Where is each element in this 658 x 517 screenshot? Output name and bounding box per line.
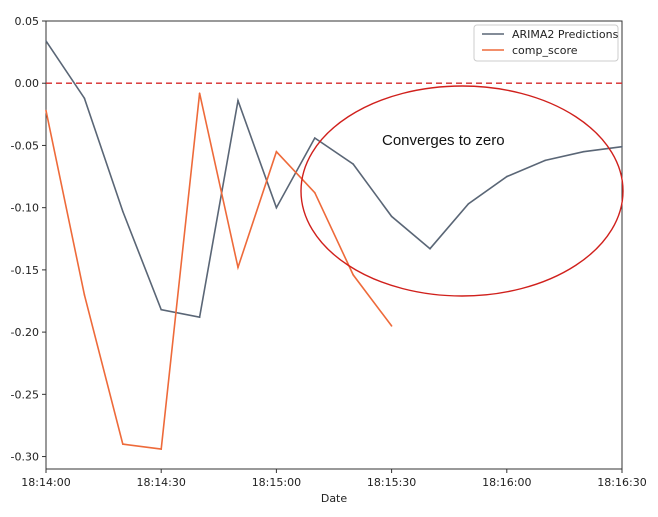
data-point-comp-score xyxy=(237,266,239,269)
data-point-arima2-predictions xyxy=(429,247,431,250)
series-group xyxy=(45,40,623,450)
x-tick-label: 18:15:30 xyxy=(367,476,416,489)
data-point-arima2-predictions xyxy=(45,40,47,42)
y-tick-label: -0.30 xyxy=(11,451,39,464)
data-point-comp-score xyxy=(275,150,278,153)
tick-group: 18:14:00 18:14:30 18:15:00 18:15:30 18:16:00… xyxy=(11,15,647,489)
y-tick-label: -0.10 xyxy=(11,202,39,215)
x-tick-label: 18:15:00 xyxy=(252,476,301,489)
x-tick-label: 18:14:00 xyxy=(21,476,70,489)
x-tick-label: 18:16:00 xyxy=(482,476,531,489)
annotation: Converges to zero xyxy=(300,85,624,297)
data-point-comp-score xyxy=(45,109,47,112)
legend-box xyxy=(473,24,619,62)
data-point-comp-score xyxy=(314,191,316,194)
x-axis-label: Date xyxy=(321,492,348,505)
series-line-arima2-predictions xyxy=(45,40,623,319)
y-tick-label: -0.05 xyxy=(11,139,39,152)
data-point-arima2-predictions xyxy=(467,203,470,205)
data-point-arima2-predictions xyxy=(198,316,201,319)
legend: ARIMA2 Predictions comp_score xyxy=(473,24,619,62)
x-tick-label: 18:16:30 xyxy=(597,476,646,489)
data-point-arima2-predictions xyxy=(621,145,623,148)
data-point-comp-score xyxy=(198,92,201,94)
data-point-arima2-predictions xyxy=(160,308,162,311)
data-point-arima2-predictions xyxy=(275,206,278,209)
data-point-comp-score xyxy=(160,448,162,450)
y-tick-label: -0.15 xyxy=(11,264,39,277)
annotation-text: Converges to zero xyxy=(382,132,505,149)
data-point-arima2-predictions xyxy=(352,163,355,165)
data-point-arima2-predictions xyxy=(83,97,86,99)
series-line-comp-score xyxy=(45,93,393,450)
annotation-ellipse xyxy=(300,85,624,297)
x-tick-label: 18:14:30 xyxy=(136,476,185,489)
data-point-comp-score xyxy=(390,325,393,327)
y-tick-label: -0.20 xyxy=(11,326,39,339)
data-point-comp-score xyxy=(83,294,86,296)
data-point-arima2-predictions xyxy=(390,215,393,218)
data-point-arima2-predictions xyxy=(314,137,316,139)
data-point-comp-score xyxy=(352,274,355,276)
plot-area xyxy=(45,20,623,470)
data-point-arima2-predictions xyxy=(122,210,124,213)
y-tick-label: 0.05 xyxy=(15,15,40,28)
y-tick-label: -0.25 xyxy=(11,388,39,401)
data-point-arima2-predictions xyxy=(506,175,508,178)
legend-label-arima2: ARIMA2 Predictions xyxy=(512,28,619,41)
y-tick-label: 0.00 xyxy=(15,77,40,90)
data-point-arima2-predictions xyxy=(237,99,239,102)
data-point-arima2-predictions xyxy=(544,159,546,162)
data-point-arima2-predictions xyxy=(582,150,585,153)
legend-label-comp-score: comp_score xyxy=(512,44,578,57)
data-point-comp-score xyxy=(122,443,124,445)
